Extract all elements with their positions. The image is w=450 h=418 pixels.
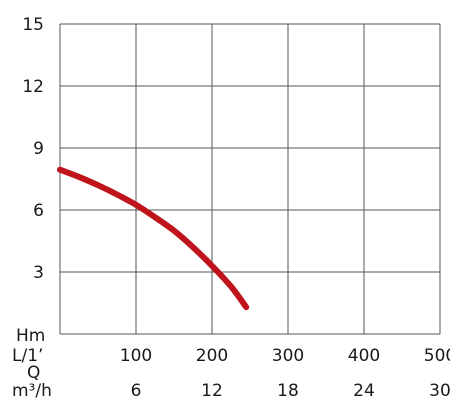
x-tick-label-lpm: 500 [424,346,450,366]
x-tick-label-lpm: 200 [196,346,228,366]
x-tick-labels-m3h: 6 12 18 24 30 [131,381,450,401]
x-axis-label-lpm: L/1’ [12,346,43,366]
y-tick-label: 3 [33,263,44,283]
x-tick-label-lpm: 100 [120,346,152,366]
y-tick-label: 15 [22,15,44,35]
performance-curve [57,166,250,311]
x-tick-label-lpm: 400 [348,346,380,366]
y-tick-label: 12 [22,77,44,97]
x-tick-labels-lpm: 100 200 300 400 500 [120,346,450,366]
y-tick-labels: 15 12 9 6 3 [22,15,44,283]
q-label: Q [27,363,40,383]
chart-grid [59,23,441,335]
y-axis-label: Hm [16,326,45,346]
y-tick-label: 6 [33,201,44,221]
x-tick-label-m3h: 30 [429,381,450,401]
x-axis-label-m3h: m³/h [12,381,52,401]
x-tick-label-m3h: 12 [201,381,223,401]
x-tick-label-lpm: 300 [272,346,304,366]
chart-series [57,166,250,311]
x-tick-label-m3h: 18 [277,381,299,401]
x-tick-label-m3h: 6 [131,381,142,401]
x-tick-label-m3h: 24 [353,381,375,401]
y-tick-label: 9 [33,139,44,159]
